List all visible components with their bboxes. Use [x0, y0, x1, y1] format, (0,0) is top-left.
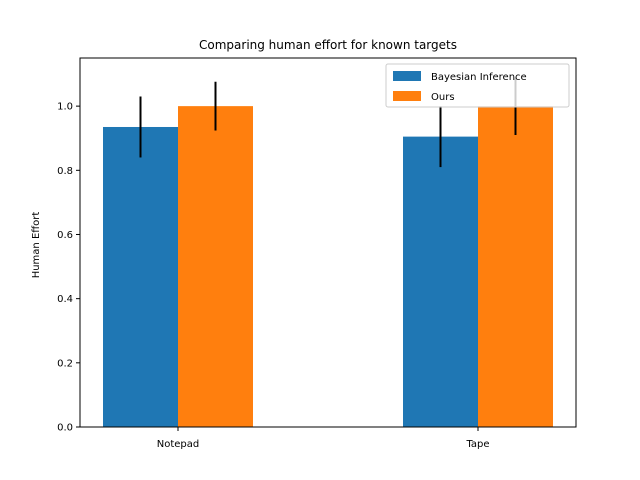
y-tick-label: 1.0	[57, 102, 73, 113]
x-tick-label: Tape	[465, 439, 489, 450]
bar-ours-notepad	[178, 106, 253, 427]
legend: Bayesian Inference Ours	[385, 63, 570, 108]
y-tick-label: 0.8	[57, 166, 73, 177]
y-tick-label: 0.2	[57, 358, 73, 369]
legend-swatch-ours	[393, 91, 421, 101]
chart-title: Comparing human effort for known targets	[199, 38, 457, 52]
legend-box	[385, 63, 570, 108]
legend-label-bayesian-inference: Bayesian Inference	[431, 72, 527, 83]
legend-label-ours: Ours	[431, 92, 455, 103]
y-axis-title: Human Effort	[31, 212, 42, 279]
bar-bayesian-inference-notepad	[103, 126, 178, 428]
y-tick-label: 0.6	[57, 230, 73, 241]
plot-frame	[79, 57, 577, 428]
x-tick-label: Notepad	[157, 439, 200, 450]
plot-area: 0.0 0.2 0.4 0.6 0.8 1.0 Notepad Tape Bayesian In…	[57, 57, 577, 450]
bar-bayesian-inference-tape	[403, 136, 478, 427]
y-tick-label: 0.0	[57, 423, 73, 434]
y-tick-label: 0.4	[57, 294, 73, 305]
bar-ours-tape	[478, 106, 553, 427]
legend-swatch-bayesian-inference	[393, 71, 421, 81]
